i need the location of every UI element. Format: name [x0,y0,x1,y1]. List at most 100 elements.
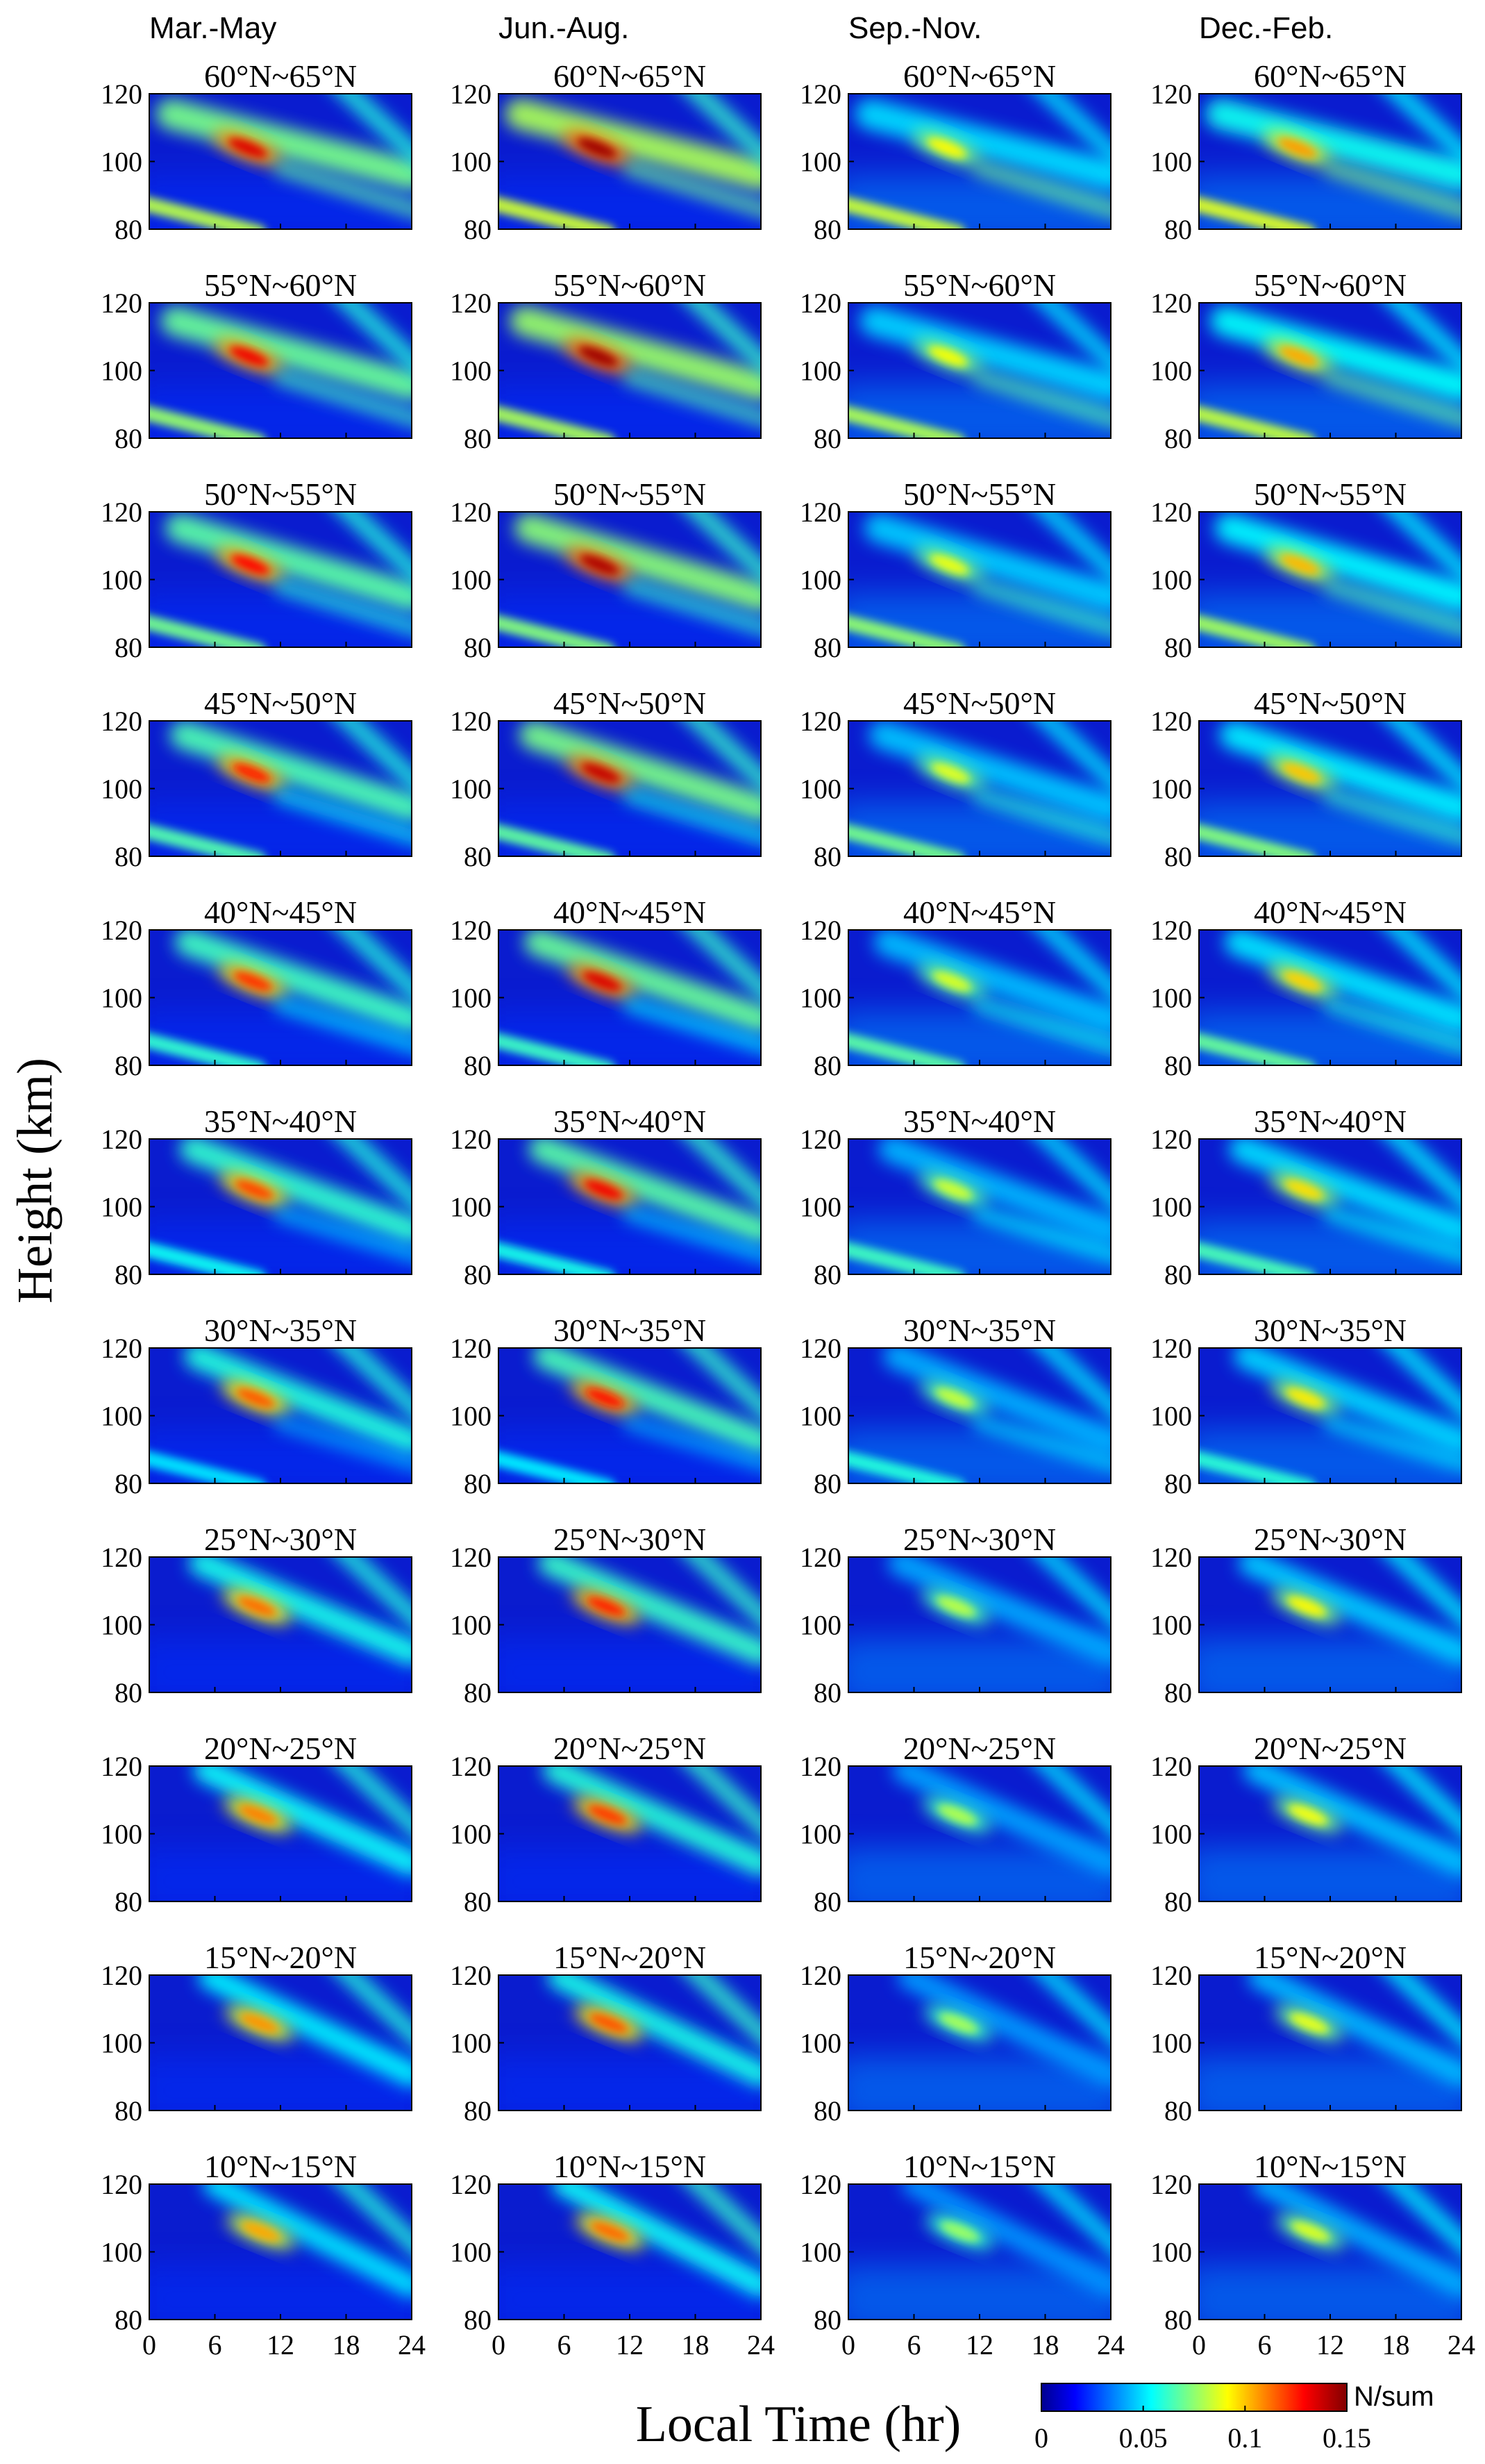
panel: 80 100 120 35°N~40°N [1150,1104,1462,1290]
y-tick-label: 120 [1150,78,1192,110]
band-core [1279,347,1318,367]
panel-heatmap [498,1348,761,1483]
y-tick-label: 100 [800,774,841,805]
y-tick-label: 100 [101,1610,142,1641]
panel-title: 50°N~55°N [1254,476,1407,512]
y-tick-label: 80 [115,2095,142,2126]
upper-band [1035,94,1111,164]
y-tick-label: 100 [1150,1610,1192,1641]
lower-band [848,1242,965,1274]
main-band [542,1766,761,1876]
lower-right-band [973,161,1111,217]
band-core [1283,972,1323,992]
panel: 80 100 120 15°N~20°N [800,1940,1111,2126]
upper-band [1035,1975,1111,2045]
main-band [1243,1766,1461,1876]
lower-band [498,1242,615,1274]
upper-band [1035,1557,1111,1627]
main-band [1215,513,1461,612]
panel-heatmap [498,930,761,1065]
y-tick-label: 120 [450,2169,492,2200]
panel-title: 40°N~45°N [1254,894,1407,930]
x-tick-label: 12 [966,2329,993,2361]
colorbar-tick-label: 0 [1034,2422,1048,2454]
y-tick-label: 80 [464,1468,492,1499]
upper-band [685,721,761,791]
lower-right-band [973,788,1111,844]
upper-band [1386,512,1461,582]
band-core [236,1388,276,1408]
y-tick-label: 80 [464,2095,492,2126]
lower-right-band [623,370,761,426]
y-tick-label: 80 [1164,1886,1192,1917]
panel-title: 10°N~15°N [903,2149,1056,2184]
y-tick-label: 80 [1164,841,1192,872]
y-tick-label: 80 [115,2304,142,2336]
x-tick-label: 0 [841,2329,855,2361]
panel-title: 35°N~40°N [204,1104,357,1139]
panel-heatmap [498,512,761,647]
panel-heatmap [1199,94,1461,229]
main-band [533,1348,761,1455]
y-tick-label: 100 [101,147,142,178]
panel-heatmap [848,1975,1111,2111]
lower-right-band [623,579,761,635]
y-tick-label: 100 [450,1610,492,1641]
main-band [193,1766,412,1876]
y-tick-label: 100 [450,1401,492,1432]
upper-band [336,930,412,1000]
lower-band [1199,406,1316,438]
panel: 80 100 120 55°N~60°N [800,267,1111,454]
upper-band [1386,303,1461,373]
panel-title: 25°N~30°N [1254,1522,1407,1557]
panel-title: 40°N~45°N [204,894,357,930]
panel: 80 100 120 30°N~35°N [450,1313,762,1499]
main-band [184,1348,412,1455]
x-tick-label: 24 [1097,2329,1125,2361]
x-tick-label: 6 [557,2329,571,2361]
panel: 80 100 120 0 6 12 18 24 10°N~15°N [1150,2149,1475,2361]
panel: 80 100 120 20°N~25°N [101,1731,412,1917]
y-tick-label: 120 [1150,497,1192,528]
panel-heatmap [149,1139,412,1274]
band-core [1282,763,1321,783]
x-tick-label: 12 [267,2329,294,2361]
upper-band [1035,1139,1111,1209]
main-band [505,99,761,190]
panel-heatmap [498,1975,761,2111]
y-tick-label: 100 [800,983,841,1014]
band-core [934,1180,973,1200]
panel-title: 15°N~20°N [553,1940,706,1975]
lower-band [498,1451,615,1483]
y-tick-label: 80 [1164,1050,1192,1081]
panel-title: 10°N~15°N [1254,2149,1407,2184]
panel-title: 60°N~65°N [553,58,706,94]
panel-title: 45°N~50°N [204,685,357,721]
panel-heatmap [149,1348,412,1483]
panel-heatmap [1199,930,1461,1065]
band-core [1284,1180,1324,1200]
band-core [940,2222,980,2242]
band-core [232,763,271,783]
y-tick-label: 120 [450,497,492,528]
y-tick-label: 120 [101,288,142,319]
panel-heatmap [498,1766,761,1901]
panel: 80 100 120 55°N~60°N [101,267,412,454]
y-tick-label: 100 [1150,2028,1192,2059]
main-band [869,721,1111,823]
y-tick-label: 80 [814,1468,841,1499]
panel-title: 10°N~15°N [204,2149,357,2184]
main-band [1205,99,1461,190]
main-band [510,306,761,401]
y-tick-label: 100 [101,2028,142,2059]
panel: 80 100 120 0 6 12 18 24 10°N~15°N [101,2149,426,2361]
band-core [589,2013,628,2033]
lower-band [848,1451,965,1483]
y-tick-label: 80 [115,1050,142,1081]
panel-title: 25°N~30°N [553,1522,706,1557]
y-tick-label: 120 [101,1542,142,1573]
main-band [1252,2184,1461,2298]
lower-band [498,197,615,229]
y-tick-label: 100 [1150,356,1192,387]
main-band [1248,1975,1461,2087]
